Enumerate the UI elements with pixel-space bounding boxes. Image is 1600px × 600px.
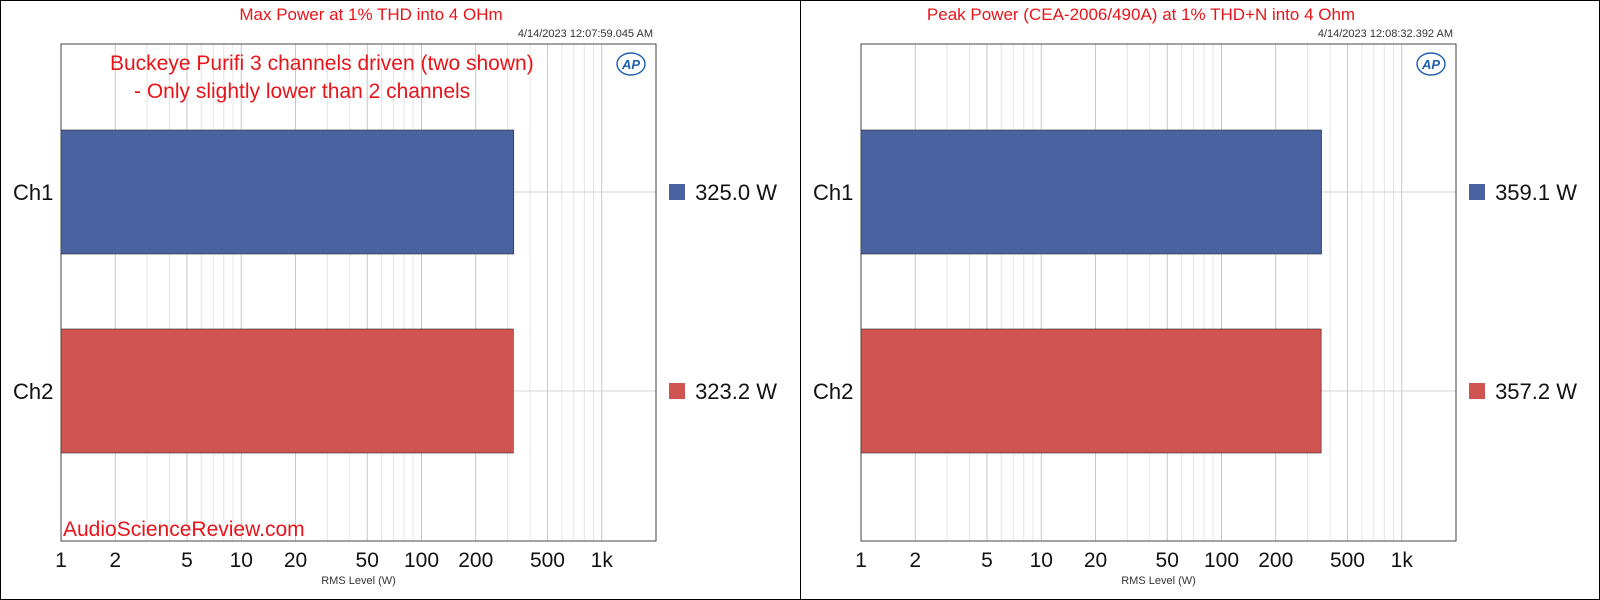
legend-swatch-ch2 bbox=[669, 383, 685, 399]
x-tick-label: 10 bbox=[1030, 549, 1053, 572]
bar-ch1 bbox=[60, 129, 515, 255]
x-tick-label: 2 bbox=[909, 549, 921, 572]
x-tick-label: 2 bbox=[109, 549, 121, 572]
x-tick-label: 200 bbox=[1258, 549, 1293, 572]
x-tick-label: 1 bbox=[55, 549, 67, 572]
category-label: Ch2 bbox=[13, 379, 53, 404]
chart-title: Max Power at 1% THD into 4 OHm bbox=[239, 5, 502, 24]
plot-area bbox=[861, 44, 1456, 541]
ap-logo-icon bbox=[1416, 52, 1446, 76]
x-tick-label: 100 bbox=[404, 549, 439, 572]
plot-frame bbox=[860, 43, 1457, 542]
value-label: 325.0 W bbox=[695, 180, 777, 205]
x-axis-label: RMS Level (W) bbox=[321, 575, 396, 587]
bar-ch2 bbox=[860, 328, 1322, 454]
category-label: Ch2 bbox=[813, 379, 853, 404]
x-tick-label: 500 bbox=[530, 549, 565, 572]
timestamp: 4/14/2023 12:08:32.392 AM bbox=[1318, 28, 1453, 40]
annotation-line-2: - Only slightly lower than 2 channels bbox=[134, 80, 470, 103]
legend-swatch-ch2 bbox=[1469, 383, 1485, 399]
x-axis-label: RMS Level (W) bbox=[1121, 575, 1196, 587]
x-tick-label: 100 bbox=[1204, 549, 1239, 572]
value-label: 359.1 W bbox=[1495, 180, 1577, 205]
legend-swatch-ch1 bbox=[669, 184, 685, 200]
annotation-line-1: Buckeye Purifi 3 channels driven (two sh… bbox=[110, 52, 534, 75]
category-label: Ch1 bbox=[813, 180, 853, 205]
bar-ch2 bbox=[60, 328, 514, 454]
x-tick-label: 1 bbox=[855, 549, 867, 572]
x-tick-label: 20 bbox=[1084, 549, 1107, 572]
x-tick-label: 500 bbox=[1330, 549, 1365, 572]
bar-ch1 bbox=[860, 129, 1322, 255]
value-label: 323.2 W bbox=[695, 379, 777, 404]
legend-swatch-ch1 bbox=[1469, 184, 1485, 200]
x-tick-label: 50 bbox=[1156, 549, 1179, 572]
chart-right: Ch1 359.1 W Ch2 357.2 W 1 2 5 10 20 50 100 200 500 1k… bbox=[813, 5, 1577, 587]
watermark: AudioScienceReview.com bbox=[63, 518, 305, 541]
plot-area bbox=[61, 44, 656, 541]
ap-logo-text: AP bbox=[1421, 57, 1440, 72]
category-label: Ch1 bbox=[13, 180, 53, 205]
x-tick-label: 10 bbox=[230, 549, 253, 572]
chart-panel-right: Ch1 359.1 W Ch2 357.2 W 1 2 5 10 20 50 100 200 500 1k… bbox=[800, 0, 1600, 600]
plot-frame bbox=[60, 43, 657, 542]
chart-title: Peak Power (CEA-2006/490A) at 1% THD+N i… bbox=[927, 5, 1355, 24]
x-tick-label: 5 bbox=[181, 549, 193, 572]
ap-logo-text: AP bbox=[621, 57, 640, 72]
value-label: 357.2 W bbox=[1495, 379, 1577, 404]
x-tick-label: 1k bbox=[591, 549, 614, 572]
timestamp: 4/14/2023 12:07:59.045 AM bbox=[518, 28, 653, 40]
chart-left: Ch1 325.0 W Ch2 323.2 W 1 2 5 10 20 50 100 200 500 1k… bbox=[13, 5, 777, 587]
x-tick-label: 1k bbox=[1391, 549, 1414, 572]
x-tick-label: 200 bbox=[458, 549, 493, 572]
chart-panel-left: Ch1 325.0 W Ch2 323.2 W 1 2 5 10 20 50 100 200 500 1k… bbox=[0, 0, 801, 600]
x-tick-label: 20 bbox=[284, 549, 307, 572]
x-tick-label: 50 bbox=[356, 549, 379, 572]
x-tick-label: 5 bbox=[981, 549, 993, 572]
ap-logo-icon bbox=[616, 52, 646, 76]
